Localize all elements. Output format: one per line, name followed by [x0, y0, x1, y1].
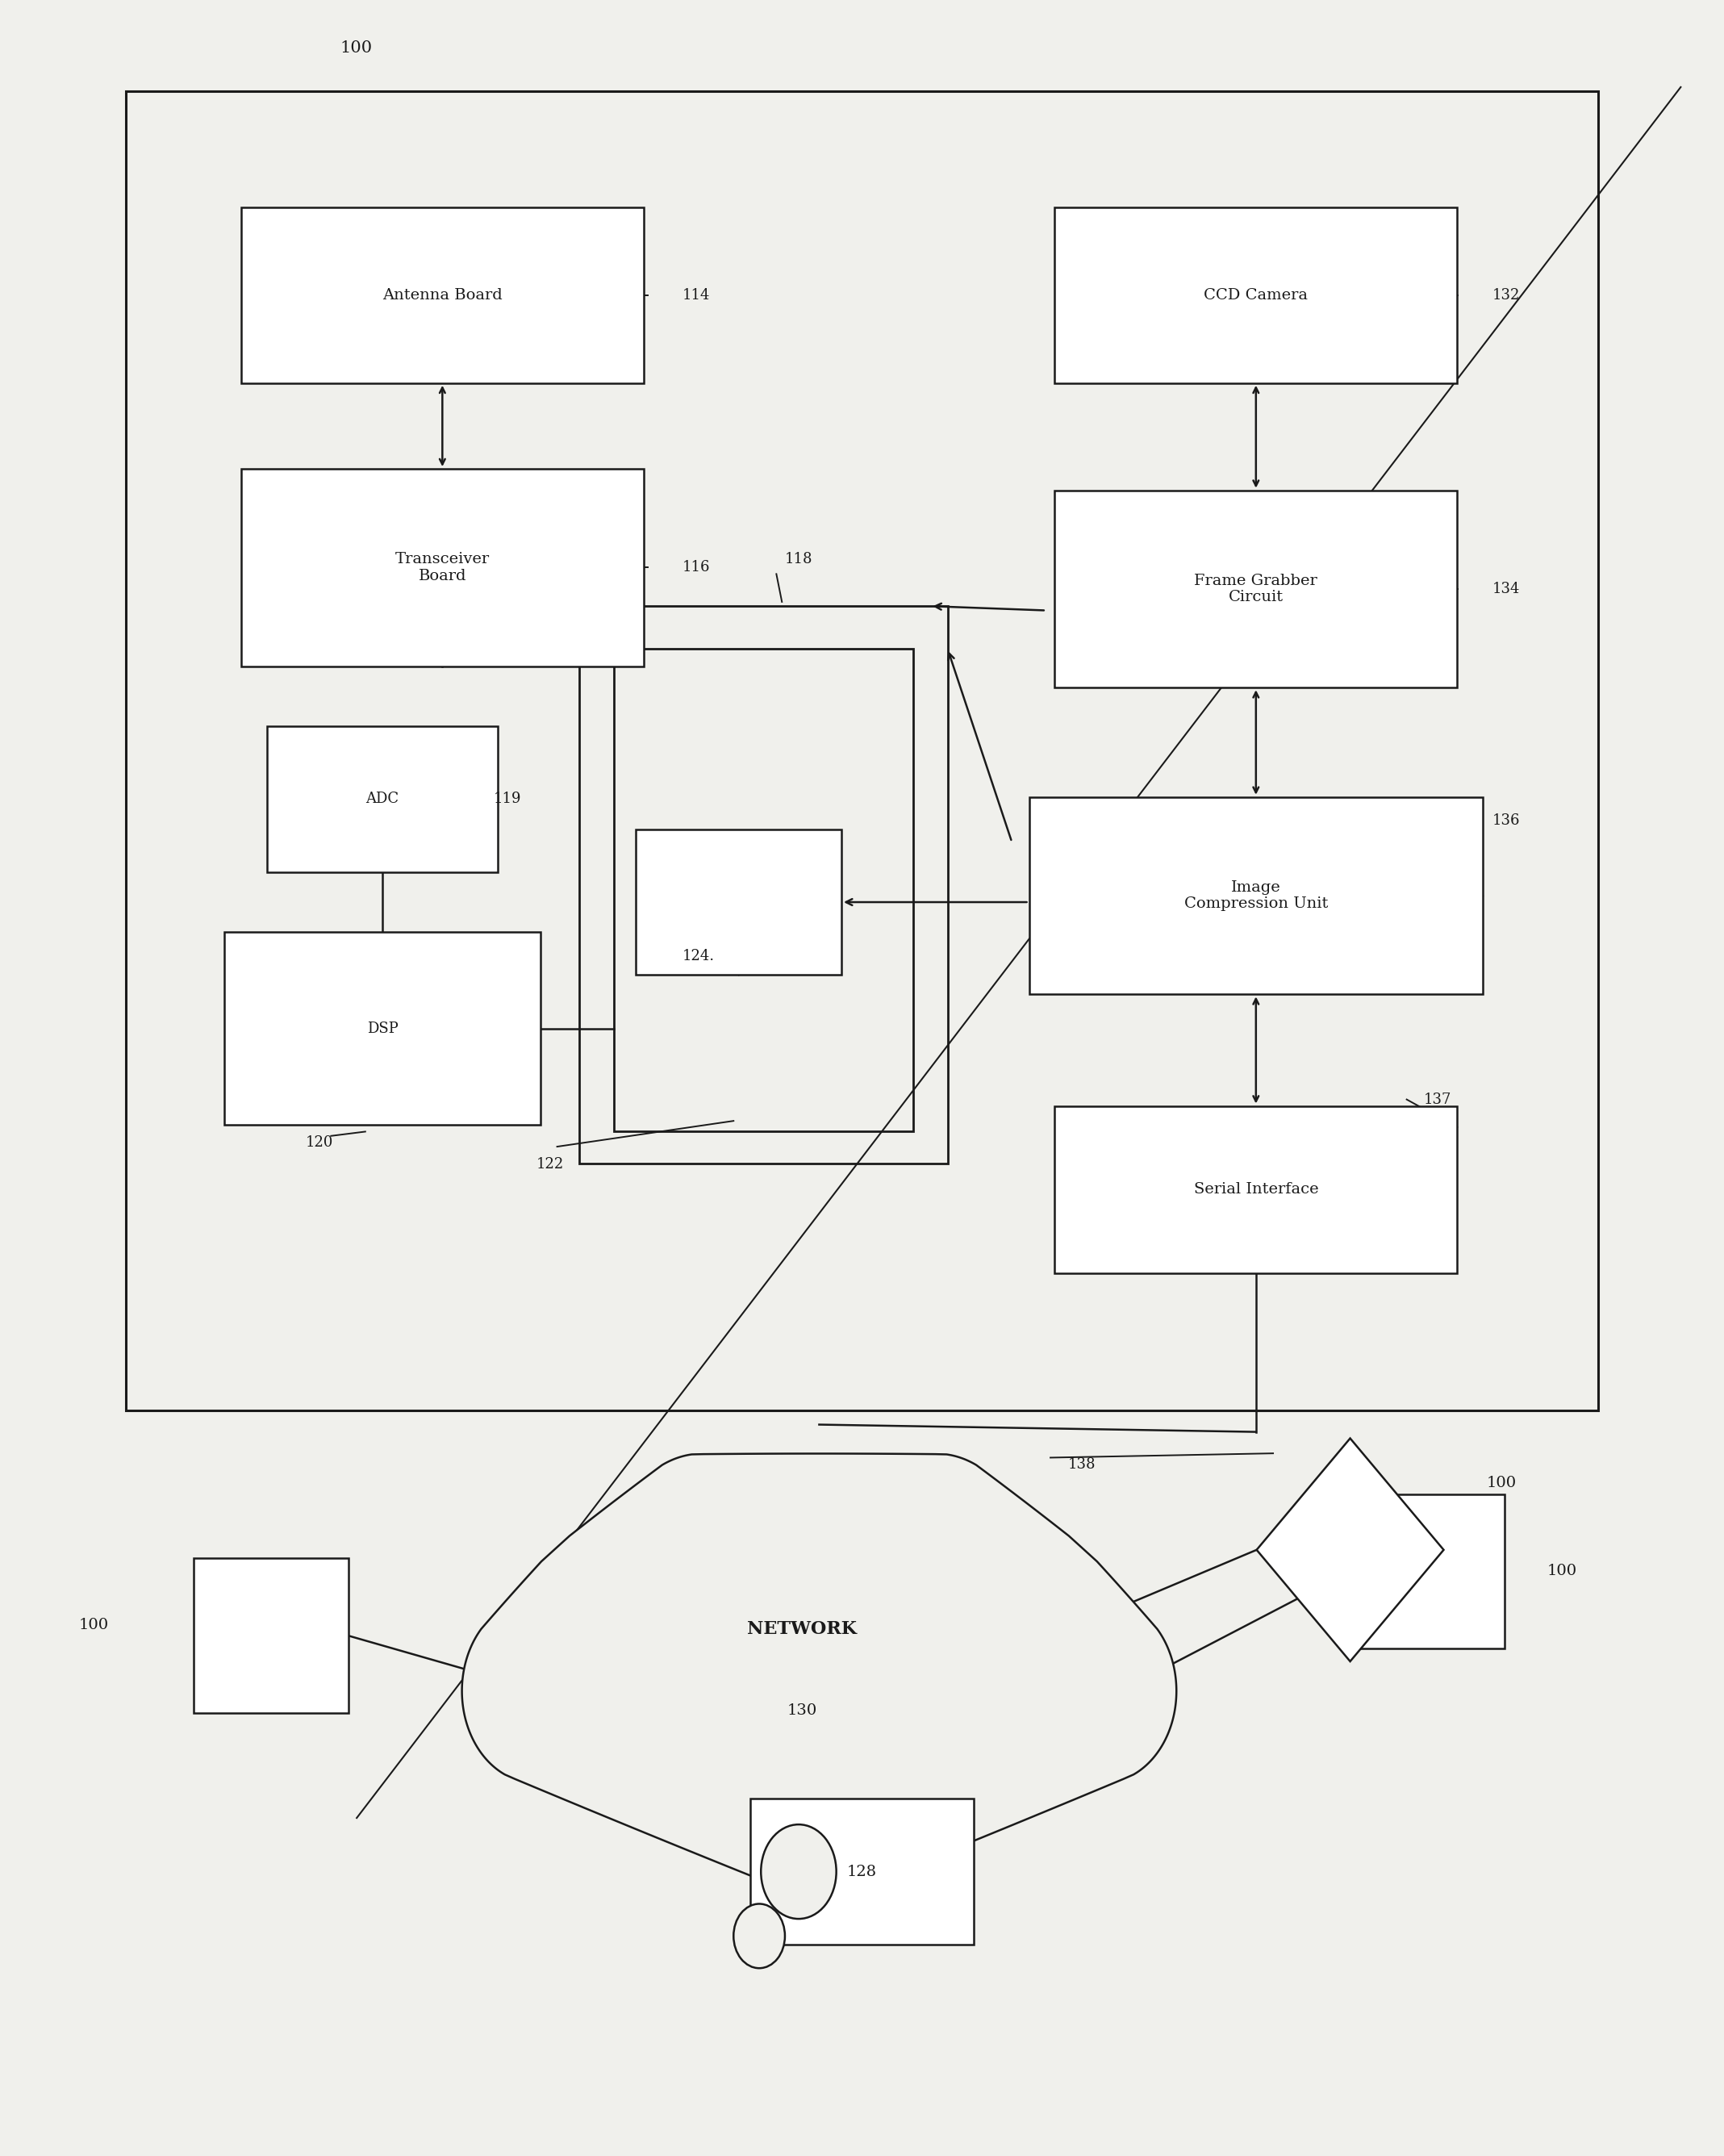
Text: 100: 100 [78, 1617, 109, 1632]
Text: 118: 118 [784, 552, 812, 567]
Text: 124.: 124. [683, 949, 714, 964]
Bar [1029, 798, 1483, 994]
Bar [195, 1559, 348, 1712]
Text: Image
Compression Unit: Image Compression Unit [1184, 880, 1327, 912]
Text: 132: 132 [1493, 289, 1521, 302]
Polygon shape [1257, 1438, 1443, 1662]
Text: 116: 116 [683, 561, 710, 576]
Text: 122: 122 [536, 1158, 564, 1171]
Text: 120: 120 [305, 1136, 333, 1149]
Bar [750, 1798, 974, 1945]
Text: Serial Interface: Serial Interface [1193, 1181, 1319, 1197]
Bar [1055, 489, 1457, 688]
Bar [614, 649, 914, 1132]
Text: 100: 100 [1486, 1475, 1517, 1490]
Polygon shape [462, 1453, 1176, 1895]
Bar [241, 207, 643, 384]
Bar [579, 606, 948, 1164]
Text: NETWORK: NETWORK [746, 1621, 857, 1639]
Text: DSP: DSP [367, 1022, 398, 1035]
Text: ADC: ADC [365, 791, 398, 806]
Text: 119: 119 [493, 791, 522, 806]
Bar [636, 830, 841, 975]
Circle shape [760, 1824, 836, 1919]
Circle shape [733, 1904, 784, 1968]
Text: 128: 128 [846, 1865, 878, 1878]
Text: 137: 137 [1424, 1093, 1452, 1106]
Text: Transceiver
Board: Transceiver Board [395, 552, 490, 582]
Text: 100: 100 [340, 41, 372, 56]
Bar [1350, 1494, 1505, 1649]
Text: Frame Grabber
Circuit: Frame Grabber Circuit [1195, 573, 1317, 604]
Text: 138: 138 [1067, 1457, 1095, 1473]
Bar [126, 91, 1598, 1410]
Text: 114: 114 [683, 289, 710, 302]
Text: 100: 100 [1546, 1563, 1577, 1578]
Bar [224, 931, 541, 1125]
Bar [1055, 207, 1457, 384]
Text: CCD Camera: CCD Camera [1203, 289, 1309, 302]
Text: Antenna Board: Antenna Board [383, 289, 502, 302]
Text: 136: 136 [1493, 813, 1521, 828]
Text: 130: 130 [788, 1703, 817, 1718]
Bar [1055, 1106, 1457, 1274]
Bar [267, 727, 498, 871]
Bar [241, 468, 643, 666]
Text: 134: 134 [1493, 582, 1521, 597]
